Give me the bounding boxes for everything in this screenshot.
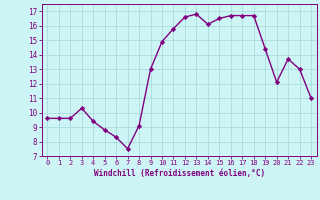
X-axis label: Windchill (Refroidissement éolien,°C): Windchill (Refroidissement éolien,°C) [94,169,265,178]
